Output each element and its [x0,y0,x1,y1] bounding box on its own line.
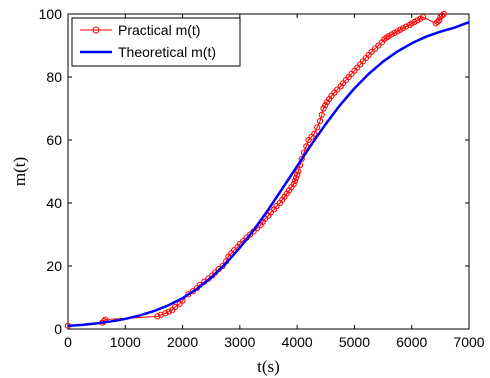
series-practical-point [320,105,327,112]
x-tick-label: 1000 [110,334,141,350]
series-practical-point [291,177,298,185]
series-practical-point [334,86,341,93]
series-practical-point [298,155,305,162]
legend-box [71,17,241,67]
series-practical-point [402,23,410,30]
x-tick-label: 7000 [453,334,484,350]
series-theoretical-line [67,21,470,328]
y-tick-label: 20 [46,258,62,274]
series-practical-point [438,12,446,19]
legend-practical-marker [92,26,100,34]
series-practical-point [247,231,254,238]
x-axis-label: t(s) [257,357,280,376]
series-practical-point [434,18,441,25]
series-practical-point [375,42,382,49]
series-practical-point [436,17,443,24]
y-tick-label: 80 [46,69,62,85]
y-axis-label: m(t) [10,157,29,186]
series-practical-point [154,313,161,320]
y-tick-label: 100 [39,6,63,22]
series-practical-point [440,10,447,18]
series-practical-point [295,168,302,175]
series-practical-point [368,48,375,55]
series-practical-point [162,310,169,317]
series-layer [64,10,470,329]
series-practical-point [267,209,274,216]
series-practical-point [185,291,192,298]
series-practical-point [294,171,301,178]
series-practical-point [311,130,318,137]
y-tick-label: 40 [46,195,62,211]
y-tick-label: 0 [54,321,62,337]
series-practical-point [432,20,439,27]
y-tick-label: 60 [46,132,62,148]
legend-theoretical-label: Theoretical m(t) [118,44,216,60]
series-practical-point [273,203,280,210]
series-practical-point [219,262,226,270]
x-tick-label: 6000 [396,334,427,350]
series-practical-point [292,174,300,181]
x-tick-label: 5000 [339,334,370,350]
x-tick-label: 0 [64,334,72,350]
series-practical-point [322,102,329,109]
series-practical-point [437,14,444,21]
y-tick-labels: 0 20 40 60 80 100 [39,6,63,337]
series-practical-point [316,118,324,125]
series-practical-point [314,124,321,131]
series-practical-point [290,181,297,188]
series-practical-point [371,45,379,52]
series-practical-point [318,111,325,118]
series-practical-point [172,303,179,311]
legend-practical-label: Practical m(t) [118,22,200,38]
series-practical-point [165,308,172,315]
legend: Practical m(t) Theoretical m(t) [71,17,241,67]
x-tick-labels: 0 1000 2000 3000 4000 5000 6000 7000 [64,334,485,350]
x-tick-label: 2000 [167,334,198,350]
x-tick-label: 4000 [282,334,313,350]
x-tick-label: 3000 [224,334,255,350]
series-practical-point [420,14,427,21]
